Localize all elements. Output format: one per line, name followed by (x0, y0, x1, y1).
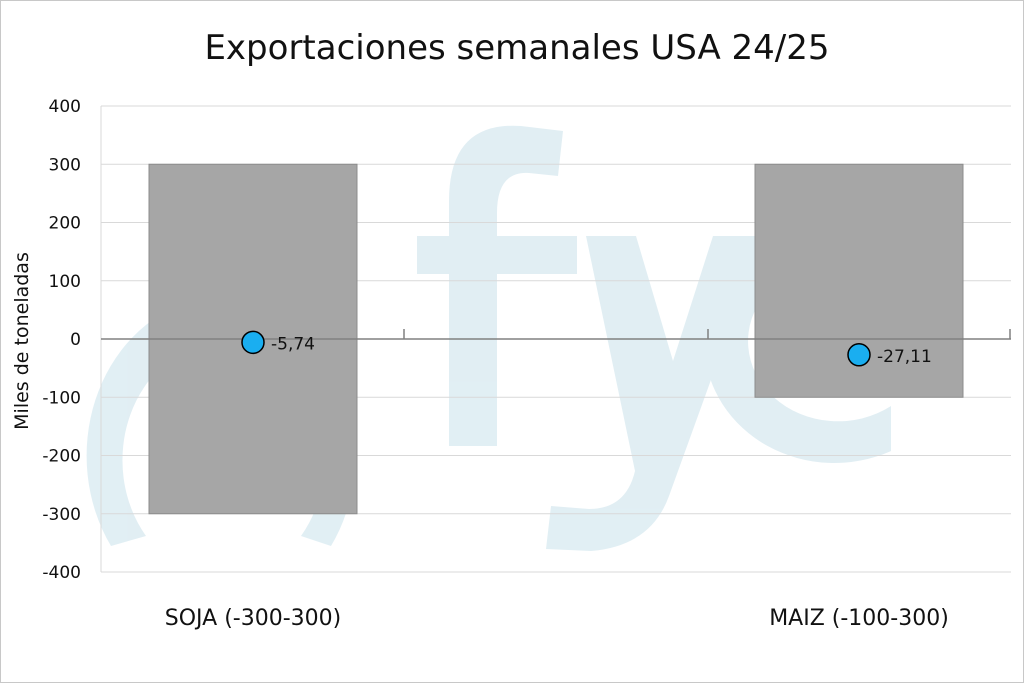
category-label: SOJA (-300-300) (165, 606, 341, 631)
y-tick-label: 400 (49, 97, 81, 117)
y-tick-label: -200 (42, 447, 81, 467)
value-marker (847, 343, 871, 367)
y-axis-ticks: 400 300 200 100 0 -100 -200 -300 -400 (42, 97, 81, 583)
x-axis-ticks (403, 329, 1011, 339)
category-labels: SOJA (-300-300) MAIZ (-100-300) (165, 606, 949, 631)
value-markers: -5,74 -27,11 (241, 330, 932, 367)
y-tick-label: 300 (49, 155, 81, 175)
y-tick-label: -400 (42, 563, 81, 583)
y-tick-label: -300 (42, 505, 81, 525)
category-label: MAIZ (-100-300) (769, 606, 949, 631)
marker-value-label: -5,74 (271, 334, 315, 354)
y-tick-label: -100 (42, 388, 81, 408)
y-tick-label: 200 (49, 214, 81, 234)
value-marker (241, 330, 265, 355)
y-axis-label: Miles de toneladas (11, 252, 33, 430)
y-tick-label: 100 (49, 272, 81, 292)
marker-value-label: -27,11 (877, 347, 932, 367)
y-tick-label: 0 (70, 330, 81, 350)
chart-title: Exportaciones semanales USA 24/25 (204, 28, 829, 68)
